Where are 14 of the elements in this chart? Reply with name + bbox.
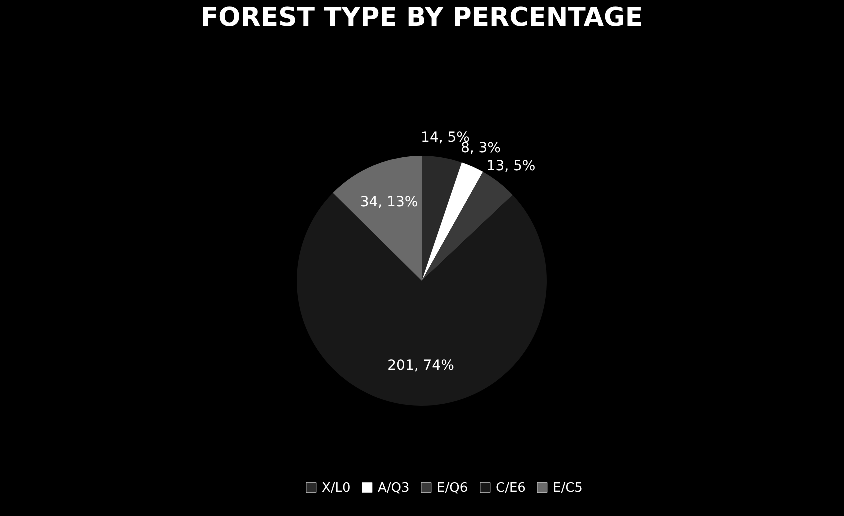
pie-slice — [422, 172, 513, 281]
legend-label: A/Q3 — [378, 480, 410, 496]
chart-title: FOREST TYPE BY PERCENTAGE — [200, 3, 644, 33]
legend-label: C/E6 — [496, 480, 526, 496]
pie-slice — [333, 156, 422, 281]
legend-label: E/C5 — [553, 480, 583, 496]
legend-label: E/Q6 — [437, 480, 468, 496]
pie-slice — [422, 162, 484, 281]
pie-slice — [422, 156, 462, 281]
data-label: 13, 5% — [486, 158, 536, 175]
data-label: 34, 13% — [360, 194, 418, 211]
pie-slice — [297, 193, 547, 406]
data-label: 201, 74% — [388, 358, 454, 374]
legend-label: X/L0 — [322, 480, 351, 496]
